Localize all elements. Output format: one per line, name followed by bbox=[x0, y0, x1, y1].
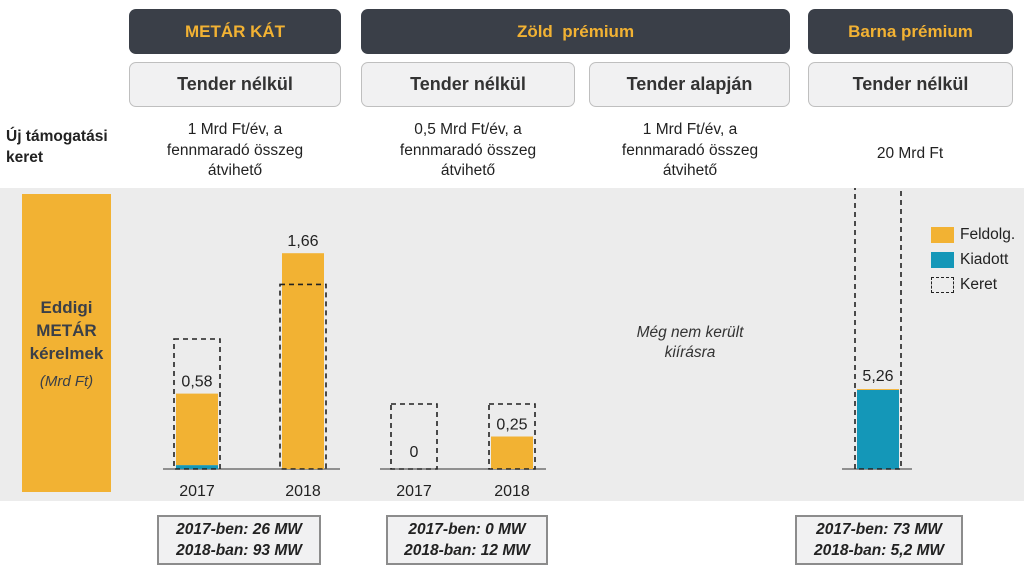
bar-budget-frame bbox=[279, 283, 327, 470]
legend-swatch-budget bbox=[931, 277, 954, 293]
legend-item-processing: Feldolg. bbox=[931, 223, 1015, 247]
header-metar-kat: METÁR KÁT bbox=[129, 9, 341, 54]
header-barna-premium-label: Barna prémium bbox=[848, 21, 973, 41]
mw-box-zold: 2017-ben: 0 MW 2018-ban: 12 MW bbox=[386, 515, 548, 565]
budget-zold-tender-alapjan-line: 1 Mrd Ft/év, a bbox=[642, 121, 738, 138]
legend-item-issued: Kiadott bbox=[931, 248, 1015, 272]
mw-line: 2017-ben: 26 MW bbox=[176, 521, 302, 538]
data-label: 0,25 bbox=[496, 417, 527, 434]
subheader-metar-kat-label: Tender nélkül bbox=[177, 74, 293, 94]
budget-row-label: Új támogatási keret bbox=[6, 126, 124, 168]
budget-zold-tender-alapjan-line: átvihető bbox=[662, 162, 718, 179]
bar-budget-frame bbox=[488, 403, 536, 470]
sidebar-unit: (Mrd Ft) bbox=[39, 373, 94, 390]
header-zold-premium: Zöld prémium bbox=[361, 9, 790, 54]
mw-line: 2018-ban: 12 MW bbox=[404, 542, 530, 559]
subheader-zold-tender-alapjan-label: Tender alapján bbox=[626, 74, 753, 94]
bar-budget-frame bbox=[173, 338, 221, 470]
bar-processing bbox=[282, 253, 324, 469]
budget-metar-kat-line: fennmaradó összeg bbox=[166, 141, 304, 159]
mw-line: 2017-ben: 73 MW bbox=[816, 521, 942, 538]
x-tick-label: 2017 bbox=[396, 483, 432, 500]
legend-label-processing: Feldolg. bbox=[960, 226, 1016, 243]
bar-budget-frame bbox=[854, 188, 902, 470]
subheader-zold-tender-nelkul-label: Tender nélkül bbox=[410, 74, 526, 94]
sidebar-title-line: METÁR bbox=[36, 321, 97, 340]
bar-budget-frame bbox=[390, 403, 438, 470]
subheader-zold-tender-nelkul: Tender nélkül bbox=[361, 62, 575, 107]
subheader-zold-tender-alapjan: Tender alapján bbox=[589, 62, 790, 107]
budget-zold-tender-nelkul-line: átvihető bbox=[440, 162, 496, 179]
subheader-barna: Tender nélkül bbox=[808, 62, 1013, 107]
mw-box-barna: 2017-ben: 73 MW 2018-ban: 5,2 MW bbox=[795, 515, 963, 565]
legend-label-budget: Keret bbox=[960, 276, 998, 293]
budget-zold-tender-nelkul: 0,5 Mrd Ft/év, a fennmaradó összeg átvih… bbox=[378, 120, 558, 182]
data-label: 1,66 bbox=[287, 233, 318, 250]
legend-swatch-processing bbox=[931, 227, 954, 243]
x-tick-label: 2018 bbox=[494, 483, 530, 500]
not-yet-published-note: Még nem került kiírásra bbox=[600, 323, 780, 363]
budget-zold-tender-alapjan-line: fennmaradó összeg bbox=[621, 141, 759, 159]
budget-metar-kat: 1 Mrd Ft/év, a fennmaradó összeg átvihet… bbox=[145, 120, 325, 182]
note-line: kiírásra bbox=[664, 344, 716, 361]
mw-line: 2018-ban: 93 MW bbox=[176, 542, 302, 559]
header-metar-kat-label: METÁR KÁT bbox=[184, 21, 286, 41]
data-label: 5,26 bbox=[862, 368, 893, 385]
note-line: Még nem került bbox=[636, 324, 744, 341]
budget-barna-value: 20 Mrd Ft bbox=[876, 145, 944, 162]
legend-swatch-issued bbox=[931, 252, 954, 268]
subheader-metar-kat: Tender nélkül bbox=[129, 62, 341, 107]
chart-legend: Feldolg. Kiadott Keret bbox=[931, 223, 1015, 298]
bar-processing bbox=[857, 389, 899, 390]
bar-issued bbox=[857, 389, 899, 469]
subheader-barna-label: Tender nélkül bbox=[852, 74, 969, 94]
budget-zold-tender-nelkul-line: fennmaradó összeg bbox=[399, 141, 537, 159]
bar-processing bbox=[176, 393, 218, 466]
data-label: 0 bbox=[410, 444, 419, 461]
header-barna-premium: Barna prémium bbox=[808, 9, 1013, 54]
budget-zold-tender-nelkul-line: 0,5 Mrd Ft/év, a bbox=[414, 121, 522, 138]
requests-sidebar: Eddigi METÁR kérelmek (Mrd Ft) bbox=[22, 194, 111, 492]
legend-label-issued: Kiadott bbox=[960, 251, 1009, 268]
budget-row-label-line2: keret bbox=[6, 149, 44, 166]
mw-line: 2017-ben: 0 MW bbox=[408, 521, 526, 538]
requests-chart: 0,58 2017 1,66 2018 0 2017 0,25 2018 5,26 bbox=[163, 188, 912, 500]
budget-metar-kat-line: 1 Mrd Ft/év, a bbox=[187, 121, 283, 138]
budget-zold-tender-alapjan: 1 Mrd Ft/év, a fennmaradó összeg átvihet… bbox=[600, 120, 780, 182]
x-tick-label: 2018 bbox=[285, 483, 321, 500]
legend-item-budget: Keret bbox=[931, 273, 1015, 297]
budget-metar-kat-line: átvihető bbox=[207, 162, 263, 179]
sidebar-title-line: Eddigi bbox=[40, 298, 93, 317]
mw-line: 2018-ban: 5,2 MW bbox=[813, 542, 945, 559]
header-zold-premium-label: Zöld prémium bbox=[516, 21, 635, 41]
budget-barna: 20 Mrd Ft bbox=[820, 144, 1000, 165]
x-tick-label: 2017 bbox=[179, 483, 215, 500]
mw-box-metar-kat: 2017-ben: 26 MW 2018-ban: 93 MW bbox=[157, 515, 321, 565]
data-label: 0,58 bbox=[181, 374, 212, 391]
sidebar-title-line: kérelmek bbox=[29, 344, 104, 363]
budget-row-label-line1: Új támogatási bbox=[6, 128, 108, 145]
bar-issued bbox=[176, 465, 218, 469]
bar-processing bbox=[491, 436, 533, 469]
